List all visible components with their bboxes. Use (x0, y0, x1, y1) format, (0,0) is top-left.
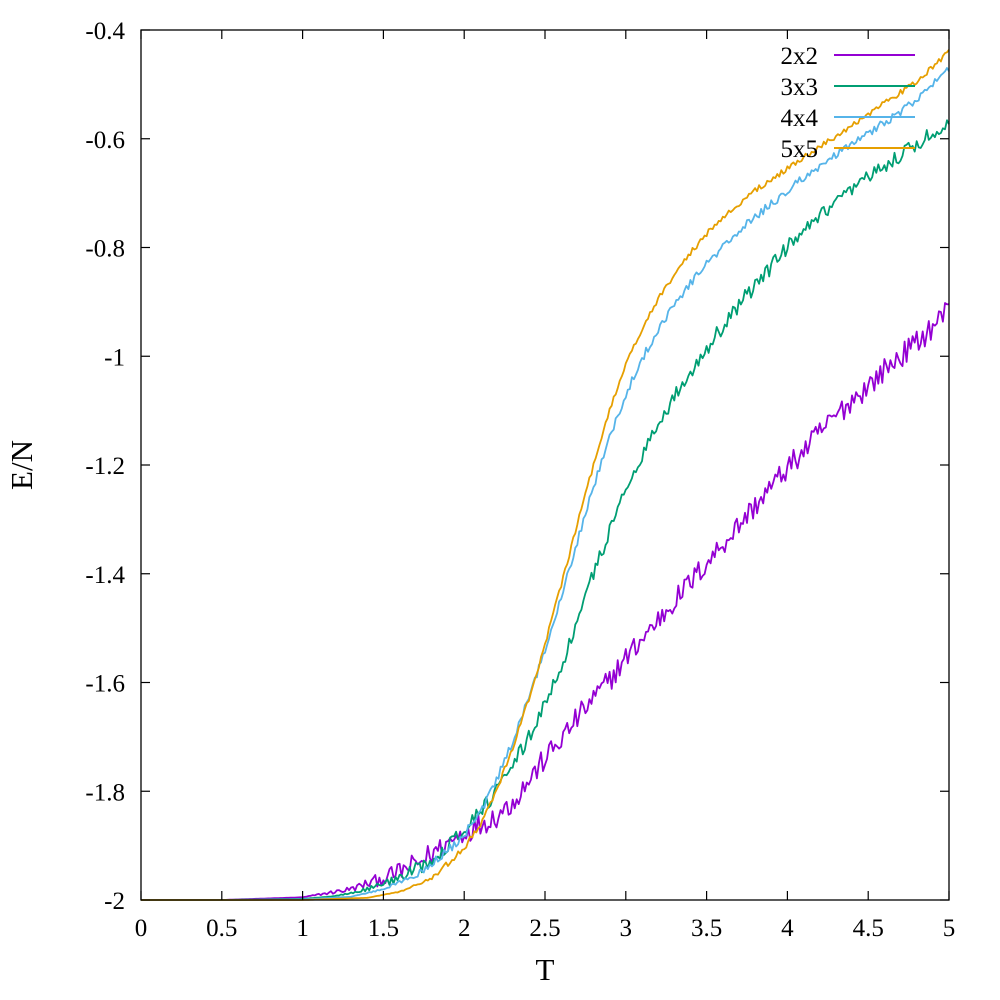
y-tick-label: -2 (104, 888, 125, 915)
x-tick-label: 4.5 (853, 915, 884, 942)
x-tick-label: 2 (458, 915, 471, 942)
x-tick-label: 1.5 (368, 915, 399, 942)
x-tick-label: 4 (781, 915, 794, 942)
y-tick-label: -0.4 (85, 18, 125, 45)
y-tick-label: -1.4 (85, 562, 125, 589)
legend: 2x2 3x3 4x4 5x5 (781, 43, 915, 163)
x-tick-label: 1 (296, 915, 309, 942)
y-tick-label: -0.6 (85, 127, 125, 154)
legend-label: 5x5 (781, 136, 819, 163)
x-tick-label: 2.5 (529, 915, 560, 942)
y-axis-title: E/N (4, 440, 39, 490)
y-tick-label: -1.6 (85, 671, 125, 698)
y-tick-label: -1.2 (85, 453, 125, 480)
x-tick-label: 0 (135, 915, 148, 942)
x-tick-label: 0.5 (206, 915, 237, 942)
x-axis: 0 0.5 1 1.5 2 2.5 3 3.5 4 4.5 5 (135, 30, 956, 942)
x-tick-label: 3 (620, 915, 633, 942)
legend-label: 4x4 (781, 105, 819, 132)
legend-label: 2x2 (781, 43, 819, 70)
x-tick-label: 3.5 (691, 915, 722, 942)
y-tick-label: -1 (104, 344, 125, 371)
x-tick-label: 5 (943, 915, 956, 942)
y-tick-label: -0.8 (85, 236, 125, 263)
x-axis-title: T (536, 952, 555, 987)
y-tick-label: -1.8 (85, 779, 125, 806)
y-axis: -2 -1.8 -1.6 -1.4 -1.2 -1 -0.8 -0.6 -0.4 (85, 18, 949, 915)
legend-label: 3x3 (781, 74, 819, 101)
series-line-2x2 (141, 302, 950, 901)
